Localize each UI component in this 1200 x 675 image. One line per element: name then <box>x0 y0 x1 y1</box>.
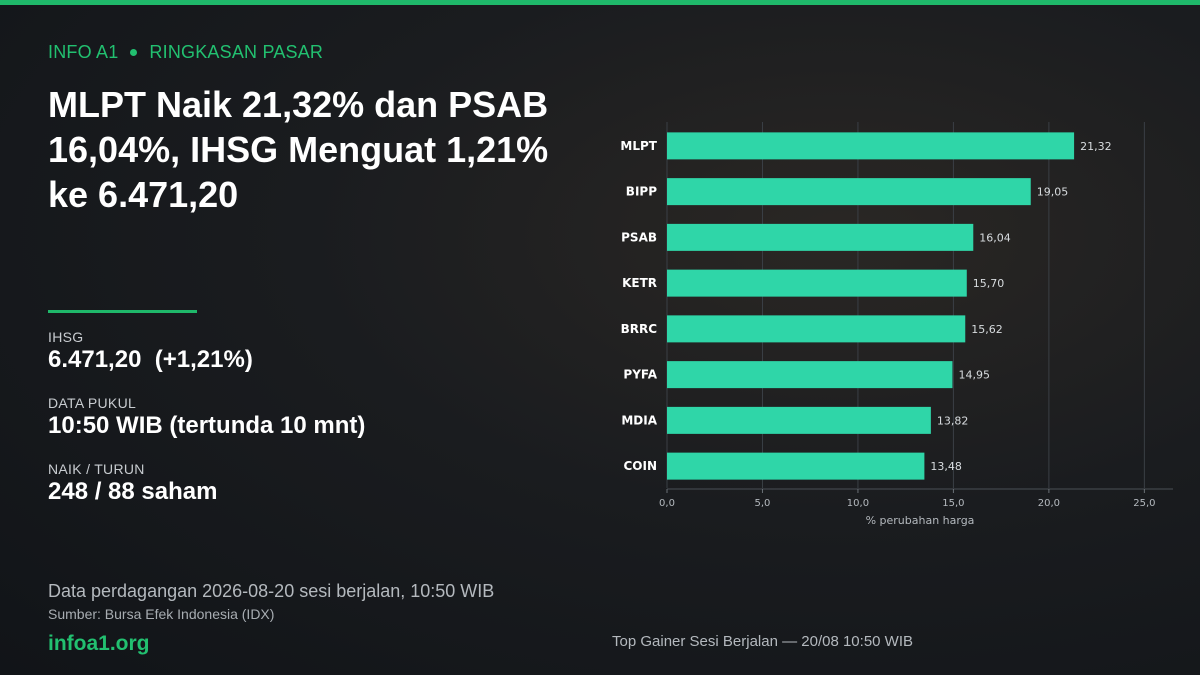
stat-value: 6.471,20 (+1,21%) <box>48 346 253 373</box>
chart-caption: Top Gainer Sesi Berjalan — 20/08 10:50 W… <box>612 633 913 650</box>
stat-value: 10:50 WIB (tertunda 10 mnt) <box>48 412 366 439</box>
stat-label: DATA PUKUL <box>48 395 137 411</box>
x-axis-label: % perubahan harga <box>866 514 975 527</box>
headline: MLPT Naik 21,32% dan PSAB 16,04%, IHSG M… <box>48 84 549 215</box>
x-tick-label: 5,0 <box>755 498 771 509</box>
category-label: MLPT <box>620 139 657 153</box>
x-tick-label: 10,0 <box>847 498 869 509</box>
top-accent-bar <box>0 0 1200 5</box>
stat-advance-decline: NAIK / TURUN 248 / 88 saham <box>48 461 217 506</box>
bullet-dot-icon <box>130 48 138 56</box>
stat-data-time: DATA PUKUL 10:50 WIB (tertunda 10 mnt) <box>48 395 365 440</box>
kicker-section: RINGKASAN PASAR <box>149 42 324 62</box>
site-link[interactable]: infoa1.org <box>48 632 150 655</box>
stat-value: 248 / 88 saham <box>48 478 218 505</box>
bar-coin <box>667 452 925 480</box>
stat-ihsg: IHSG 6.471,20 (+1,21%) <box>48 329 253 374</box>
data-label: 13,48 <box>930 460 962 473</box>
bar-ketr <box>667 269 967 297</box>
kicker: INFO A1 RINGKASAN PASAR <box>48 42 323 63</box>
category-label: BIPP <box>626 185 657 199</box>
bar-mdia <box>667 406 931 434</box>
category-label: BRRC <box>621 322 658 336</box>
x-tick-label: 20,0 <box>1038 498 1060 509</box>
bar-bipp <box>667 178 1031 206</box>
x-tick-label: 0,0 <box>659 498 675 509</box>
stat-label: NAIK / TURUN <box>48 461 145 477</box>
data-label: 13,82 <box>937 414 969 427</box>
data-label: 16,04 <box>979 231 1011 244</box>
divider-rule <box>48 310 197 313</box>
data-label: 21,32 <box>1080 140 1112 153</box>
data-label: 19,05 <box>1037 186 1069 199</box>
bar-mlpt <box>667 132 1075 160</box>
x-tick-label: 25,0 <box>1133 498 1155 509</box>
bar-brrc <box>667 315 966 343</box>
footnote: Data perdagangan 2026-08-20 sesi berjala… <box>48 581 495 601</box>
stat-label: IHSG <box>48 329 84 345</box>
data-label: 15,70 <box>973 277 1005 290</box>
category-label: PYFA <box>623 368 657 382</box>
category-label: KETR <box>622 276 657 290</box>
bar-psab <box>667 223 974 251</box>
source-note: Sumber: Bursa Efek Indonesia (IDX) <box>48 606 275 622</box>
x-tick-label: 15,0 <box>942 498 964 509</box>
kicker-brand: INFO A1 <box>48 42 119 62</box>
category-label: COIN <box>623 459 657 473</box>
category-label: PSAB <box>621 230 657 244</box>
bar-pyfa <box>667 361 953 389</box>
data-label: 14,95 <box>958 369 990 382</box>
category-label: MDIA <box>621 413 657 427</box>
top-gainers-bar-chart: MLPT 21,32 BIPP 19,05 PSAB 16,04 KETR 15,70 BRRC… <box>620 122 1173 527</box>
data-label: 15,62 <box>971 323 1003 336</box>
